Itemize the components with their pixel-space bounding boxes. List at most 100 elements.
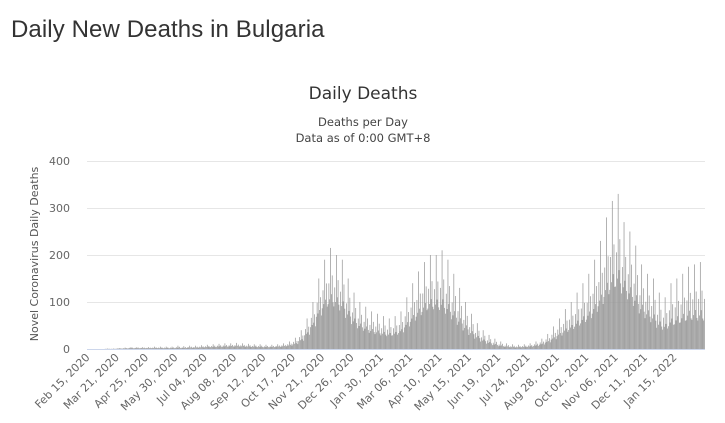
daily-deaths-bar[interactable] — [138, 348, 140, 349]
daily-deaths-bar[interactable] — [654, 299, 656, 349]
daily-deaths-bar[interactable] — [395, 331, 397, 349]
daily-deaths-bar[interactable] — [283, 343, 284, 349]
daily-deaths-bar[interactable] — [248, 343, 249, 349]
daily-deaths-bar[interactable] — [329, 299, 331, 349]
daily-deaths-bar[interactable] — [216, 345, 218, 349]
daily-deaths-bar[interactable] — [523, 344, 525, 349]
daily-deaths-bar[interactable] — [649, 316, 651, 349]
daily-deaths-bar[interactable] — [693, 315, 695, 349]
daily-deaths-bar[interactable] — [257, 347, 258, 349]
daily-deaths-bar[interactable] — [690, 318, 692, 349]
daily-deaths-bar[interactable] — [560, 327, 562, 349]
daily-deaths-bar[interactable] — [634, 300, 636, 349]
daily-deaths-bar[interactable] — [460, 305, 462, 349]
daily-deaths-bar[interactable] — [453, 273, 455, 349]
daily-deaths-bar[interactable] — [414, 320, 416, 349]
daily-deaths-bar[interactable] — [581, 319, 583, 349]
daily-deaths-bar[interactable] — [452, 315, 454, 349]
daily-deaths-bar[interactable] — [296, 340, 298, 349]
daily-deaths-bar[interactable] — [249, 345, 251, 349]
daily-deaths-bar[interactable] — [401, 329, 403, 349]
daily-deaths-bar[interactable] — [689, 310, 690, 349]
daily-deaths-bar[interactable] — [196, 346, 198, 349]
daily-deaths-bar[interactable] — [633, 283, 635, 349]
daily-deaths-bar[interactable] — [124, 347, 126, 349]
daily-deaths-bar[interactable] — [585, 319, 587, 349]
daily-deaths-bar[interactable] — [282, 346, 284, 349]
daily-deaths-bar[interactable] — [658, 292, 660, 349]
daily-deaths-bar[interactable] — [508, 346, 510, 349]
daily-deaths-bar[interactable] — [396, 325, 398, 350]
daily-deaths-bar[interactable] — [371, 311, 373, 349]
daily-deaths-bar[interactable] — [273, 347, 275, 349]
daily-deaths-bar[interactable] — [444, 307, 445, 349]
daily-deaths-bar[interactable] — [440, 287, 441, 349]
daily-deaths-bar[interactable] — [361, 314, 362, 349]
daily-deaths-bar[interactable] — [668, 310, 670, 349]
daily-deaths-bar[interactable] — [136, 347, 138, 349]
daily-deaths-bar[interactable] — [383, 316, 384, 349]
daily-deaths-bar[interactable] — [410, 307, 412, 349]
daily-deaths-bar[interactable] — [556, 336, 558, 349]
daily-deaths-bar[interactable] — [590, 296, 591, 349]
daily-deaths-bar[interactable] — [415, 316, 417, 349]
daily-deaths-bar[interactable] — [470, 333, 471, 349]
daily-deaths-bar[interactable] — [287, 344, 289, 349]
daily-deaths-bar[interactable] — [250, 346, 252, 349]
daily-deaths-bar[interactable] — [243, 344, 245, 349]
daily-deaths-bar[interactable] — [309, 334, 310, 349]
daily-deaths-bar[interactable] — [320, 315, 322, 349]
daily-deaths-bar[interactable] — [492, 342, 494, 349]
daily-deaths-bar[interactable] — [272, 346, 274, 349]
daily-deaths-bar[interactable] — [594, 259, 596, 349]
daily-deaths-bar[interactable] — [353, 292, 355, 349]
daily-deaths-bar[interactable] — [530, 346, 532, 349]
daily-deaths-bar[interactable] — [589, 311, 591, 349]
daily-deaths-bar[interactable] — [207, 346, 209, 349]
daily-deaths-bar[interactable] — [246, 345, 248, 349]
daily-deaths-bar[interactable] — [255, 345, 257, 349]
daily-deaths-bar[interactable] — [433, 309, 435, 349]
daily-deaths-bar[interactable] — [280, 346, 282, 349]
daily-deaths-bar[interactable] — [215, 347, 217, 349]
daily-deaths-bar[interactable] — [497, 346, 499, 349]
daily-deaths-bar[interactable] — [158, 347, 160, 349]
daily-deaths-bar[interactable] — [295, 343, 297, 349]
daily-deaths-bar[interactable] — [407, 322, 409, 349]
daily-deaths-bar[interactable] — [258, 346, 260, 349]
daily-deaths-bar[interactable] — [549, 342, 551, 349]
daily-deaths-bar[interactable] — [294, 337, 296, 349]
daily-deaths-bar[interactable] — [672, 304, 674, 349]
daily-deaths-bar[interactable] — [628, 293, 630, 349]
daily-deaths-bar[interactable] — [561, 335, 563, 349]
daily-deaths-bar[interactable] — [316, 302, 318, 349]
daily-deaths-bar[interactable] — [509, 347, 511, 349]
daily-deaths-bar[interactable] — [515, 347, 517, 349]
daily-deaths-bar[interactable] — [301, 339, 303, 349]
daily-deaths-bar[interactable] — [193, 347, 195, 349]
daily-deaths-bar[interactable] — [575, 323, 577, 349]
daily-deaths-bar[interactable] — [650, 322, 652, 349]
daily-deaths-bar[interactable] — [358, 325, 360, 349]
daily-deaths-bar[interactable] — [336, 297, 338, 349]
daily-deaths-bar[interactable] — [322, 290, 324, 349]
daily-deaths-bar[interactable] — [487, 342, 489, 349]
daily-deaths-bar[interactable] — [279, 345, 280, 349]
daily-deaths-bar[interactable] — [367, 318, 368, 349]
daily-deaths-bar[interactable] — [190, 346, 192, 349]
daily-deaths-bar[interactable] — [288, 345, 289, 349]
daily-deaths-bar[interactable] — [571, 325, 573, 349]
daily-deaths-bar[interactable] — [552, 338, 554, 350]
daily-deaths-bar[interactable] — [442, 299, 444, 349]
daily-deaths-bar[interactable] — [446, 309, 448, 349]
daily-deaths-bar[interactable] — [331, 294, 332, 349]
daily-deaths-bar[interactable] — [271, 344, 273, 349]
daily-deaths-bar[interactable] — [544, 344, 545, 349]
daily-deaths-bar[interactable] — [542, 343, 544, 349]
daily-deaths-bar[interactable] — [320, 297, 321, 349]
daily-deaths-bar[interactable] — [234, 345, 236, 349]
daily-deaths-bar[interactable] — [694, 309, 696, 349]
daily-deaths-bar[interactable] — [512, 344, 513, 349]
daily-deaths-bar[interactable] — [606, 282, 608, 349]
daily-deaths-bar[interactable] — [147, 348, 149, 349]
